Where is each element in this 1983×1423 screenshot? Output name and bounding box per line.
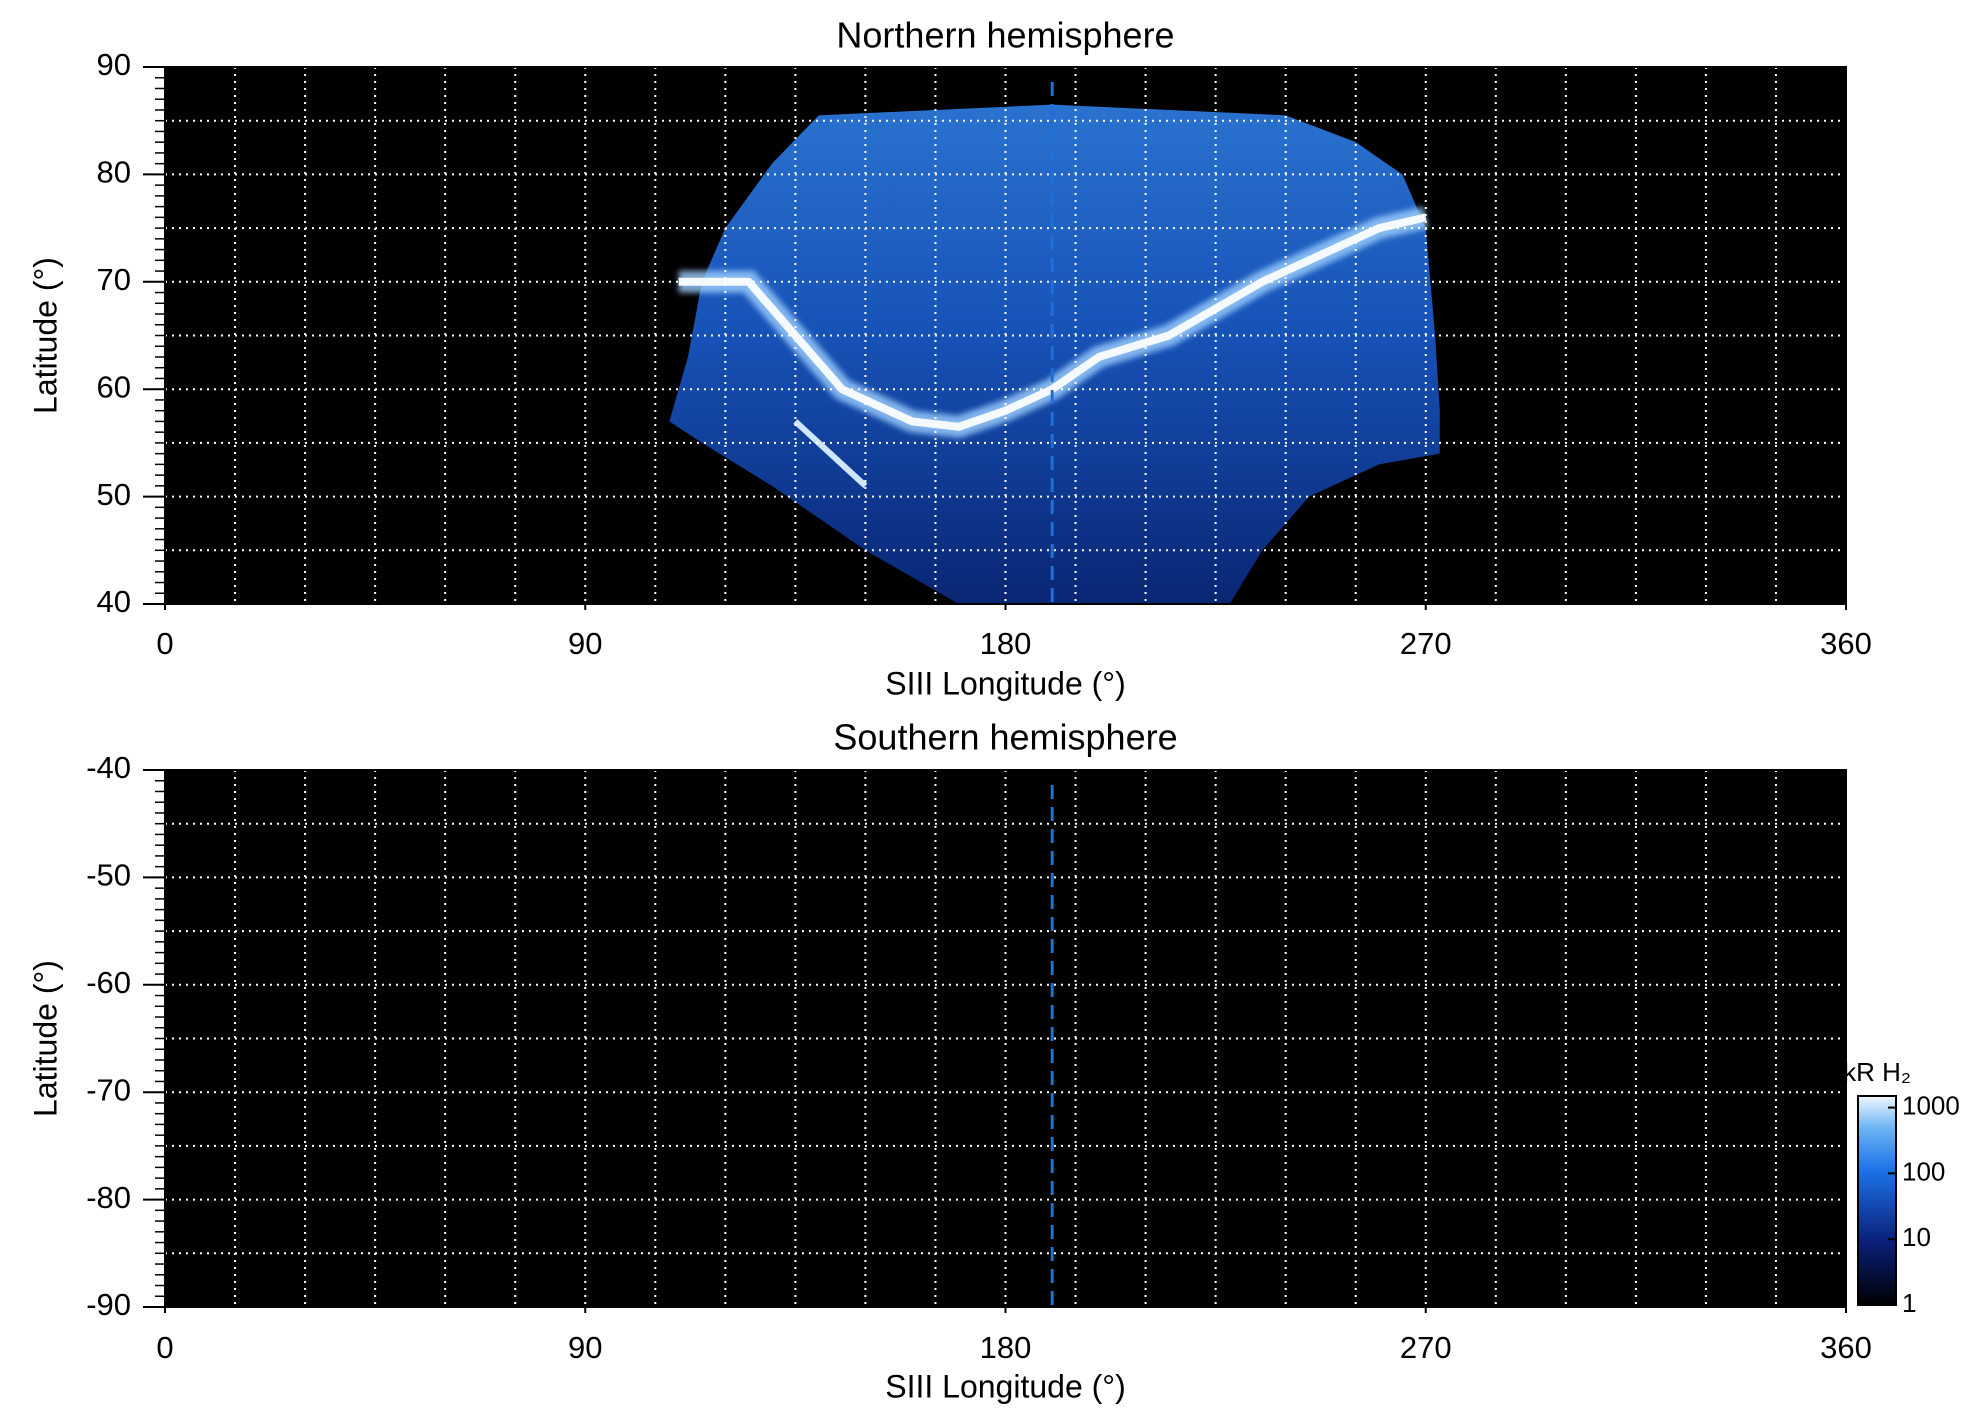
plot-frame xyxy=(164,66,1847,605)
y-tick-label: -90 xyxy=(86,1287,131,1322)
plot-frame xyxy=(164,769,1847,1308)
x-tick-label: 90 xyxy=(568,1330,602,1365)
colorbar-tick-label: 1000 xyxy=(1902,1090,1960,1120)
aurora-streak xyxy=(793,419,868,489)
x-tick-label: 270 xyxy=(1400,1330,1452,1365)
x-tick-label: 90 xyxy=(568,626,602,661)
y-tick-label: 70 xyxy=(97,262,131,297)
y-tick-label: -80 xyxy=(86,1180,131,1215)
x-tick-label: 360 xyxy=(1820,626,1872,661)
x-tick-label: 180 xyxy=(980,626,1032,661)
y-axis-label: Latitude (°) xyxy=(27,960,63,1117)
colorbar-label: kR H₂ xyxy=(1843,1057,1911,1087)
x-tick-label: 0 xyxy=(156,1330,173,1365)
y-tick-label: 60 xyxy=(97,369,131,404)
chart-title: Northern hemisphere xyxy=(836,15,1174,56)
y-axis-label: Latitude (°) xyxy=(27,257,63,414)
x-axis-label: SIII Longitude (°) xyxy=(885,665,1125,701)
y-tick-label: -60 xyxy=(86,965,131,1000)
x-tick-label: 360 xyxy=(1820,1330,1872,1365)
colorbar-tick-label: 10 xyxy=(1902,1222,1931,1252)
y-tick-label: 90 xyxy=(97,47,131,82)
x-tick-label: 270 xyxy=(1400,626,1452,661)
y-tick-label: -50 xyxy=(86,858,131,893)
y-tick-label: -40 xyxy=(86,750,131,785)
x-tick-label: 0 xyxy=(156,626,173,661)
colorbar-tick-label: 100 xyxy=(1902,1156,1945,1186)
colorbar-tick-label: 1 xyxy=(1902,1288,1916,1318)
y-tick-label: 40 xyxy=(97,584,131,619)
x-axis-label: SIII Longitude (°) xyxy=(885,1368,1125,1404)
y-tick-label: 50 xyxy=(97,477,131,512)
y-tick-label: 80 xyxy=(97,155,131,190)
colorbar xyxy=(1857,1095,1897,1306)
x-tick-label: 180 xyxy=(980,1330,1032,1365)
chart-title: Southern hemisphere xyxy=(833,717,1177,758)
y-tick-label: -70 xyxy=(86,1072,131,1107)
